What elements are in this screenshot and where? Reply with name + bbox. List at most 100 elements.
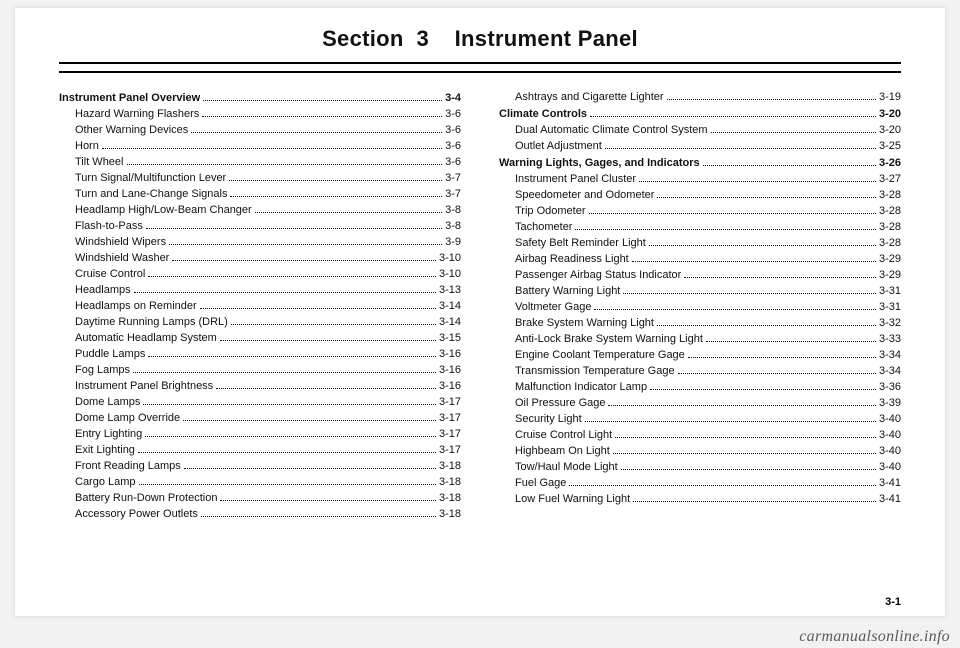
toc-leader-dots xyxy=(184,468,436,469)
toc-label: Dome Lamp Override xyxy=(75,413,180,424)
toc-page: 3-17 xyxy=(439,413,461,424)
toc-label: Safety Belt Reminder Light xyxy=(515,238,646,249)
toc-entry: Airbag Readiness Light3-29 xyxy=(499,254,901,265)
toc-label: Voltmeter Gage xyxy=(515,302,591,313)
toc-entry: Voltmeter Gage 3-31 xyxy=(499,302,901,313)
toc-label: Highbeam On Light xyxy=(515,446,610,457)
toc-page: 3-20 xyxy=(879,125,901,136)
toc-entry: Dome Lamps3-17 xyxy=(59,397,461,408)
toc-page: 3-17 xyxy=(439,429,461,440)
toc-label: Dual Automatic Climate Control System xyxy=(515,125,708,136)
toc-leader-dots xyxy=(575,229,875,230)
toc-label: Puddle Lamps xyxy=(75,349,145,360)
toc-leader-dots xyxy=(134,292,436,293)
toc-entry: Daytime Running Lamps (DRL)3-14 xyxy=(59,317,461,328)
toc-entry: Automatic Headlamp System3-15 xyxy=(59,333,461,344)
toc-label: Horn xyxy=(75,141,99,152)
toc-column-right: Ashtrays and Cigarette Lighter3-19Climat… xyxy=(499,87,901,520)
toc-entry: Exit Lighting3-17 xyxy=(59,445,461,456)
toc-entry: Anti-Lock Brake System Warning Light3-33 xyxy=(499,334,901,345)
toc-leader-dots xyxy=(127,164,443,165)
toc-label: Daytime Running Lamps (DRL) xyxy=(75,317,228,328)
toc-page: 3-15 xyxy=(439,333,461,344)
toc-label: Entry Lighting xyxy=(75,429,142,440)
toc-leader-dots xyxy=(569,485,876,486)
toc-entry: Oil Pressure Gage3-39 xyxy=(499,398,901,409)
toc-leader-dots xyxy=(585,421,876,422)
toc-label: Warning Lights, Gages, and Indicators xyxy=(499,158,700,169)
toc-label: Tow/Haul Mode Light xyxy=(515,462,618,473)
toc-page: 3-32 xyxy=(879,318,901,329)
toc-page: 3-18 xyxy=(439,461,461,472)
toc-label: Turn and Lane-Change Signals xyxy=(75,189,227,200)
toc-page: 3-28 xyxy=(879,222,901,233)
toc-page: 3-14 xyxy=(439,301,461,312)
toc-leader-dots xyxy=(657,325,876,326)
toc-page: 3-13 xyxy=(439,285,461,296)
toc-label: Ashtrays and Cigarette Lighter xyxy=(515,92,664,103)
toc-leader-dots xyxy=(145,436,436,437)
toc-label: Headlamps on Reminder xyxy=(75,301,197,312)
toc-leader-dots xyxy=(657,197,876,198)
toc-page: 3-41 xyxy=(879,494,901,505)
toc-entry: Entry Lighting 3-17 xyxy=(59,429,461,440)
toc-label: Other Warning Devices xyxy=(75,125,188,136)
toc-entry: Brake System Warning Light3-32 xyxy=(499,318,901,329)
toc-leader-dots xyxy=(632,261,876,262)
toc-label: Outlet Adjustment xyxy=(515,141,602,152)
page-container: Section 3 Instrument Panel Instrument Pa… xyxy=(15,8,945,616)
toc-page: 3-36 xyxy=(879,382,901,393)
toc-leader-dots xyxy=(613,453,876,454)
toc-entry: Accessory Power Outlets3-18 xyxy=(59,509,461,520)
toc-entry: Cargo Lamp3-18 xyxy=(59,477,461,488)
toc-leader-dots xyxy=(220,500,436,501)
toc-label: Windshield Wipers xyxy=(75,237,166,248)
toc-label: Windshield Washer xyxy=(75,253,169,264)
toc-leader-dots xyxy=(706,341,876,342)
toc-leader-dots xyxy=(133,372,436,373)
toc-label: Cargo Lamp xyxy=(75,477,136,488)
toc-page: 3-28 xyxy=(879,238,901,249)
toc-leader-dots xyxy=(590,116,876,117)
toc-leader-dots xyxy=(146,228,442,229)
toc-page: 3-34 xyxy=(879,366,901,377)
toc-page: 3-28 xyxy=(879,206,901,217)
toc-page: 3-16 xyxy=(439,365,461,376)
toc-entry: Windshield Washer3-10 xyxy=(59,253,461,264)
toc-page: 3-40 xyxy=(879,462,901,473)
toc-entry: Dome Lamp Override 3-17 xyxy=(59,413,461,424)
toc-entry: Headlamps3-13 xyxy=(59,285,461,296)
toc-entry: Outlet Adjustment3-25 xyxy=(499,141,901,152)
toc-leader-dots xyxy=(230,196,442,197)
toc-page: 3-6 xyxy=(445,109,461,120)
toc-entry: Tow/Haul Mode Light 3-40 xyxy=(499,462,901,473)
toc-label: Hazard Warning Flashers xyxy=(75,109,199,120)
toc-leader-dots xyxy=(688,357,876,358)
toc-leader-dots xyxy=(667,99,876,100)
toc-label: Instrument Panel Overview xyxy=(59,93,200,104)
toc-leader-dots xyxy=(220,340,436,341)
toc-label: Battery Warning Light xyxy=(515,286,620,297)
toc-page: 3-40 xyxy=(879,430,901,441)
toc-entry: Battery Warning Light 3-31 xyxy=(499,286,901,297)
toc-page: 3-7 xyxy=(445,173,461,184)
toc-label: Low Fuel Warning Light xyxy=(515,494,630,505)
toc-leader-dots xyxy=(703,165,876,166)
toc-page: 3-9 xyxy=(445,237,461,248)
toc-page: 3-28 xyxy=(879,190,901,201)
toc-entry: Passenger Airbag Status Indicator3-29 xyxy=(499,270,901,281)
toc-page: 3-31 xyxy=(879,286,901,297)
toc-page: 3-31 xyxy=(879,302,901,313)
toc-entry: Flash-to-Pass3-8 xyxy=(59,221,461,232)
toc-leader-dots xyxy=(623,293,876,294)
toc-entry: Ashtrays and Cigarette Lighter3-19 xyxy=(499,92,901,103)
toc-entry: Headlamp High/Low-Beam Changer3-8 xyxy=(59,205,461,216)
toc-label: Battery Run-Down Protection xyxy=(75,493,217,504)
toc-label: Dome Lamps xyxy=(75,397,140,408)
toc-entry: Fog Lamps 3-16 xyxy=(59,365,461,376)
toc-entry: Malfunction Indicator Lamp3-36 xyxy=(499,382,901,393)
toc-entry: Safety Belt Reminder Light 3-28 xyxy=(499,238,901,249)
toc-label: Fog Lamps xyxy=(75,365,130,376)
toc-entry: Puddle Lamps3-16 xyxy=(59,349,461,360)
toc-entry: Tachometer3-28 xyxy=(499,222,901,233)
